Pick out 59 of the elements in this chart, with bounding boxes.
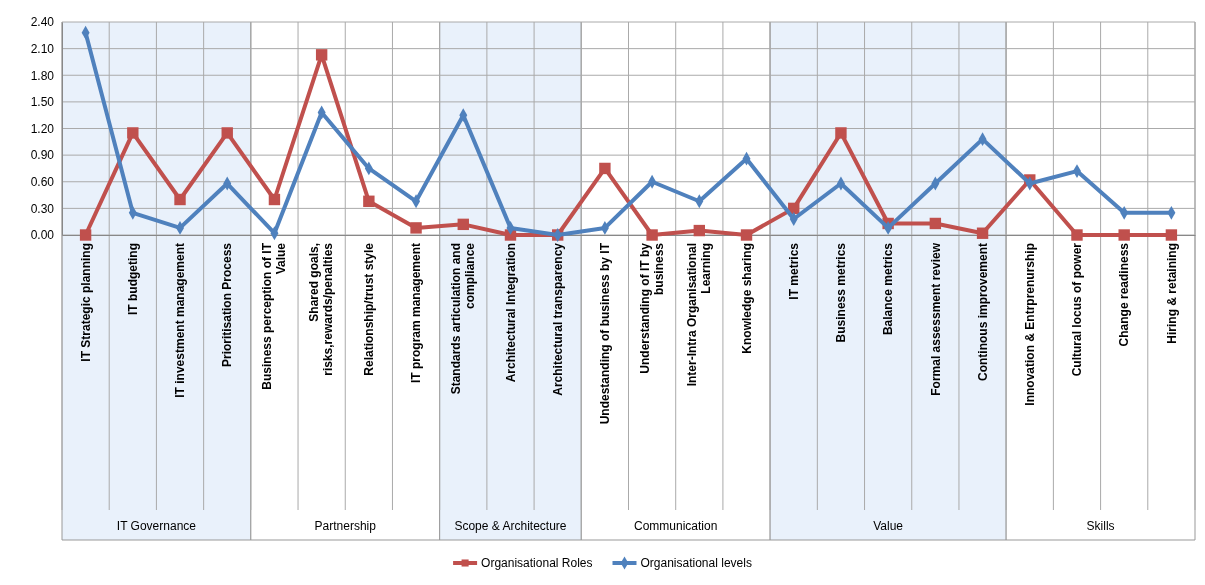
y-tick-label: 0.90 [30, 148, 55, 163]
y-tick-label: 2.40 [30, 15, 55, 30]
x-tick-label: Standards articulation and compliance [448, 242, 478, 395]
point [599, 162, 611, 175]
point [976, 227, 989, 239]
y-tick-label: 2.10 [30, 41, 55, 56]
x-tick-label: Business metrics [834, 242, 849, 343]
x-tick-label: Prioritisation Process [220, 242, 235, 368]
x-tick-label: Business perception of IT Value [259, 242, 289, 390]
band-label: Value [873, 519, 904, 533]
point [1118, 229, 1130, 241]
x-tick-label: Understanding of IT by business [637, 242, 666, 374]
point [127, 127, 139, 139]
x-tick-label: Innovation & Entrprenurship [1022, 243, 1037, 406]
x-tick-label: Shared goals, risks,rewards/penalties [307, 242, 336, 376]
band-label: IT Governance [116, 519, 197, 533]
x-tick-label: IT program management [409, 243, 424, 384]
y-tick-label: 1.20 [30, 121, 55, 136]
point [1071, 229, 1083, 241]
y-tick-label: 1.50 [30, 95, 55, 110]
point [221, 127, 233, 139]
x-tick-label: IT Strategic planning [78, 243, 93, 362]
x-tick-label: Knowledge sharing [739, 243, 754, 354]
x-tick-label: Relationship/trust style [362, 242, 377, 376]
x-tick-label: Cultural locus of power [1070, 242, 1085, 377]
x-tick-label: Change readiness [1117, 242, 1132, 347]
x-tick-label: IT budgeting [126, 243, 141, 315]
point [410, 222, 422, 234]
y-tick-label: 0.00 [30, 228, 55, 243]
band-label: Communication [634, 519, 718, 533]
point [315, 49, 328, 61]
x-tick-label: IT investment management [173, 243, 188, 398]
x-tick-label: Undestanding of business by IT [598, 242, 613, 425]
y-tick-label: 1.80 [30, 68, 55, 83]
x-tick-label: Hiring & retaining [1164, 243, 1179, 344]
x-tick-label: Continous improvement [975, 243, 990, 382]
x-tick-label: Balance metrics [881, 242, 896, 336]
band-label: Scope & Architecture [454, 519, 567, 533]
point [740, 229, 753, 241]
legend-label: Organisational Roles [481, 556, 593, 571]
x-tick-label: IT metrics [786, 242, 801, 300]
band-label: Partnership [314, 519, 377, 533]
point [457, 218, 469, 231]
band-label: Skills [1086, 519, 1115, 533]
x-tick-label: Architectural Integration [503, 243, 518, 383]
point [693, 224, 706, 237]
x-tick-label: Architectural transparency [550, 242, 565, 396]
x-tick-label: Formal assessment review [928, 242, 943, 396]
point [929, 217, 942, 230]
legend-label: Organisational levels [640, 556, 752, 571]
point [835, 127, 847, 139]
point [79, 229, 92, 241]
y-tick-label: 0.60 [30, 175, 55, 190]
point [174, 193, 186, 206]
point [268, 193, 281, 206]
point [363, 195, 375, 207]
point [646, 229, 658, 241]
point [1165, 229, 1178, 241]
y-tick-label: 0.30 [30, 201, 55, 216]
